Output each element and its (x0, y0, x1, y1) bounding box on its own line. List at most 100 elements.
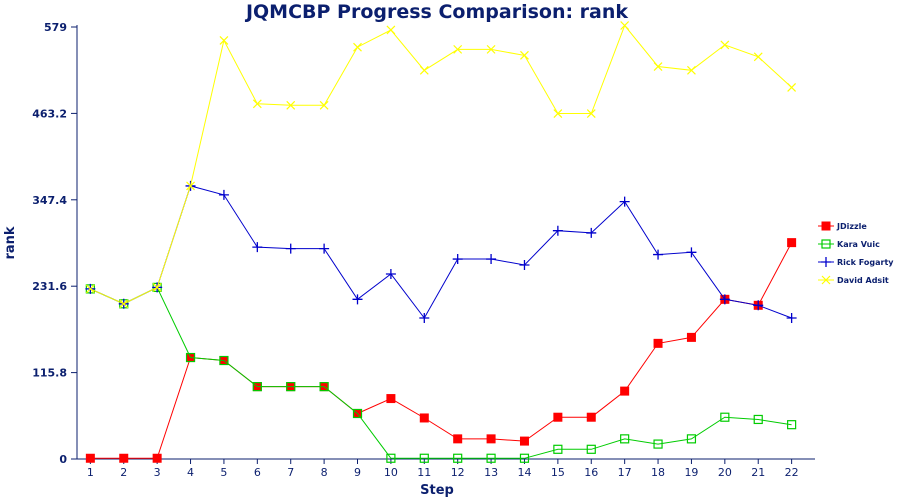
legend-label: Rick Fogarty (837, 258, 894, 267)
data-point-david-adsit (319, 100, 329, 110)
data-point-rick-fogarty (519, 260, 530, 271)
data-point-david-adsit (252, 99, 262, 109)
data-point-david-adsit (687, 65, 696, 75)
data-point-kara-vuic (252, 382, 262, 392)
data-point-kara-vuic (319, 382, 329, 392)
data-point-david-adsit (586, 109, 596, 118)
data-point-kara-vuic (586, 444, 596, 454)
y-tick-label: 231.6 (32, 280, 67, 293)
legend: JDizzle Kara Vuic Rick Fogarty David Adsit (818, 221, 894, 285)
y-axis-label: rank (3, 226, 18, 259)
data-point-david-adsit (453, 44, 463, 54)
data-point-rick-fogarty (352, 294, 363, 305)
data-point-david-adsit (219, 36, 229, 45)
data-point-jdizzle (85, 453, 95, 463)
y-tick-label: 579 (44, 21, 67, 34)
data-point-david-adsit (553, 109, 563, 118)
series-david-adsit (85, 21, 797, 309)
x-tick-label: 21 (751, 466, 765, 479)
data-point-jdizzle (519, 436, 529, 446)
x-tick-label: 11 (417, 466, 431, 479)
data-point-david-adsit (353, 42, 362, 52)
series-jdizzle (85, 238, 797, 463)
data-point-jdizzle (586, 412, 596, 422)
data-point-rick-fogarty (786, 312, 797, 323)
x-tick-label: 3 (154, 466, 161, 479)
series-line-david-adsit (90, 24, 792, 305)
legend-item-jdizzle: JDizzle (818, 221, 867, 231)
x-tick-label: 2 (120, 466, 127, 479)
data-point-jdizzle (686, 332, 696, 342)
x-tick-label: 19 (684, 466, 698, 479)
data-point-jdizzle (787, 238, 797, 248)
legend-item-kara-vuic: Kara Vuic (818, 239, 880, 249)
data-point-kara-vuic (653, 439, 663, 449)
data-point-david-adsit (653, 62, 663, 71)
data-point-jdizzle (119, 453, 129, 463)
data-point-kara-vuic (686, 434, 697, 444)
data-point-david-adsit (286, 100, 296, 110)
legend-marker (821, 239, 831, 249)
y-tick-label: 115.8 (32, 367, 67, 380)
data-point-rick-fogarty (319, 243, 330, 254)
legend-label: Kara Vuic (837, 240, 880, 249)
data-point-kara-vuic (185, 352, 196, 363)
data-point-rick-fogarty (586, 227, 597, 238)
legend-label: David Adsit (837, 276, 889, 285)
data-point-rick-fogarty (753, 300, 764, 311)
data-point-rick-fogarty (653, 249, 664, 260)
data-point-kara-vuic (553, 444, 563, 454)
x-tick-label: 22 (785, 466, 799, 479)
x-tick-label: 8 (321, 466, 328, 479)
x-tick-label: 5 (220, 466, 227, 479)
data-point-kara-vuic (419, 453, 429, 463)
data-point-david-adsit (85, 284, 95, 294)
data-point-kara-vuic (453, 453, 463, 463)
data-point-rick-fogarty (552, 225, 563, 236)
data-point-kara-vuic (519, 453, 530, 463)
series-line-kara-vuic (90, 286, 792, 459)
series-layer (85, 21, 797, 463)
data-point-kara-vuic (720, 412, 730, 422)
data-point-david-adsit (486, 44, 496, 54)
series-line-rick-fogarty (90, 185, 792, 319)
data-point-kara-vuic (787, 420, 797, 430)
x-tick-label: 15 (551, 466, 565, 479)
data-point-rick-fogarty (218, 189, 229, 200)
x-tick-label: 16 (584, 466, 598, 479)
data-point-david-adsit (520, 50, 529, 60)
x-axis-label: Step (420, 483, 454, 498)
data-point-kara-vuic (286, 382, 296, 392)
data-point-david-adsit (119, 299, 129, 309)
data-point-jdizzle (553, 412, 563, 422)
data-point-rick-fogarty (285, 243, 296, 254)
x-tick-label: 4 (187, 466, 194, 479)
legend-item-david-adsit: David Adsit (818, 275, 889, 285)
y-tick-label: 0 (59, 453, 67, 466)
data-point-kara-vuic (352, 408, 363, 419)
data-point-rick-fogarty (686, 247, 697, 258)
x-tick-label: 6 (254, 466, 261, 479)
data-point-jdizzle (486, 434, 496, 444)
data-point-kara-vuic (486, 453, 496, 463)
data-point-jdizzle (419, 413, 429, 423)
data-point-david-adsit (753, 52, 763, 62)
data-point-jdizzle (152, 453, 162, 463)
x-tick-label: 1 (87, 466, 94, 479)
data-point-rick-fogarty (619, 196, 630, 207)
data-point-kara-vuic (753, 414, 763, 425)
data-point-david-adsit (152, 282, 162, 292)
series-kara-vuic (85, 282, 797, 463)
x-tick-label: 20 (718, 466, 732, 479)
x-tick-label: 14 (517, 466, 531, 479)
x-tick-label: 7 (287, 466, 294, 479)
x-tick-label: 18 (651, 466, 665, 479)
data-point-rick-fogarty (252, 242, 263, 253)
series-rick-fogarty (85, 180, 797, 323)
data-point-rick-fogarty (385, 268, 396, 279)
legend-marker (821, 275, 831, 285)
data-point-kara-vuic (386, 453, 396, 463)
data-point-rick-fogarty (486, 254, 497, 265)
